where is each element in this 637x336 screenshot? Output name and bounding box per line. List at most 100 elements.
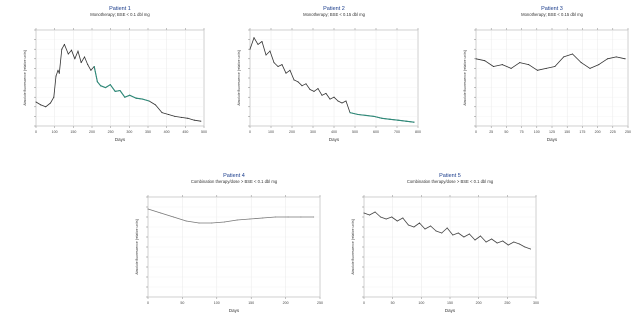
- data-point: [463, 236, 465, 238]
- data-point: [418, 222, 421, 224]
- data-point: [265, 54, 267, 56]
- data-point: [187, 117, 189, 119]
- data-point: [40, 104, 42, 106]
- data-point: [83, 56, 86, 58]
- x-tick-label: 200: [289, 130, 295, 134]
- data-point: [277, 65, 279, 68]
- data-point: [274, 216, 276, 218]
- data-point: [368, 214, 371, 216]
- data-point: [615, 56, 617, 58]
- data-point: [198, 222, 200, 224]
- data-point: [55, 75, 57, 77]
- data-point: [571, 53, 574, 55]
- data-point: [474, 239, 476, 241]
- y-axis-label: Absolute fluorescence [relative units]: [23, 50, 27, 105]
- data-point: [624, 58, 626, 60]
- chart-title: Patient 3: [541, 6, 563, 12]
- data-point: [61, 48, 63, 50]
- data-point: [104, 87, 107, 89]
- chart-title: Patient 1: [109, 6, 131, 12]
- y-axis-label: Absolute fluorescence [relative units]: [351, 219, 355, 274]
- data-point: [49, 102, 52, 104]
- y-axis-label: Absolute fluorescence [relative units]: [135, 219, 139, 274]
- data-point: [385, 218, 387, 220]
- data-point: [67, 53, 69, 55]
- data-point: [174, 115, 176, 117]
- data-point: [161, 112, 163, 114]
- x-tick-label: 150: [70, 130, 76, 134]
- data-point: [129, 94, 131, 96]
- data-point: [518, 243, 520, 245]
- data-point: [45, 106, 47, 108]
- data-point: [446, 227, 448, 229]
- data-point: [80, 62, 82, 64]
- x-axis-label: Days: [547, 137, 558, 142]
- data-point: [93, 65, 95, 68]
- data-point: [452, 234, 454, 236]
- data-point: [513, 241, 515, 243]
- data-point: [529, 248, 532, 250]
- data-point: [391, 216, 393, 218]
- x-tick-label: 250: [504, 301, 510, 305]
- chart-title: Patient 4: [223, 173, 245, 179]
- data-point: [70, 49, 73, 51]
- data-point: [119, 89, 121, 92]
- data-point: [491, 238, 493, 240]
- x-axis-label: Days: [115, 137, 126, 142]
- data-point: [580, 62, 582, 64]
- data-point: [389, 118, 391, 120]
- x-tick-label: 450: [182, 130, 188, 134]
- data-point: [313, 216, 315, 218]
- data-point: [413, 121, 415, 123]
- data-point: [380, 216, 382, 218]
- x-tick-label: 700: [394, 130, 400, 134]
- x-tick-label: 100: [268, 130, 274, 134]
- data-point: [501, 64, 503, 66]
- series-line-1: [147, 208, 314, 224]
- x-tick-label: 100: [534, 130, 540, 134]
- data-point: [598, 64, 600, 66]
- data-point: [53, 96, 55, 98]
- data-point: [90, 69, 92, 71]
- data-point: [554, 65, 556, 68]
- data-point: [545, 67, 547, 69]
- data-point: [357, 113, 359, 116]
- x-axis-label: Days: [229, 308, 240, 313]
- data-point: [396, 220, 398, 222]
- data-point: [257, 43, 259, 45]
- series-line-1: [249, 37, 415, 123]
- data-point: [457, 232, 459, 234]
- data-point: [510, 67, 512, 69]
- x-tick-label: 150: [447, 301, 453, 305]
- data-point: [468, 233, 470, 235]
- data-point: [58, 72, 60, 74]
- data-point: [317, 88, 319, 90]
- x-tick-label: 50: [391, 301, 395, 305]
- x-tick-label: 350: [145, 130, 151, 134]
- data-point: [148, 100, 150, 102]
- data-point: [321, 94, 323, 96]
- data-point: [363, 212, 365, 214]
- data-point: [502, 240, 504, 242]
- data-point: [301, 85, 303, 87]
- chart-title: Patient 2: [323, 6, 345, 12]
- x-tick-label: 150: [564, 130, 570, 134]
- x-tick-label: 200: [89, 130, 95, 134]
- x-tick-label: 200: [476, 301, 482, 305]
- data-point: [273, 62, 275, 64]
- x-tick-label: 600: [373, 130, 379, 134]
- data-point: [160, 212, 162, 214]
- data-point: [77, 50, 79, 52]
- chart-title: Patient 5: [439, 173, 461, 179]
- chart-subtitle: Monotherapy; BSE < 0.15 dbl mg: [303, 12, 365, 17]
- data-point: [475, 58, 477, 60]
- x-tick-label: 0: [249, 130, 251, 134]
- data-point: [519, 62, 521, 64]
- x-tick-label: 50: [180, 301, 184, 305]
- data-point: [253, 37, 255, 39]
- data-point: [397, 119, 399, 121]
- x-tick-label: 50: [504, 130, 508, 134]
